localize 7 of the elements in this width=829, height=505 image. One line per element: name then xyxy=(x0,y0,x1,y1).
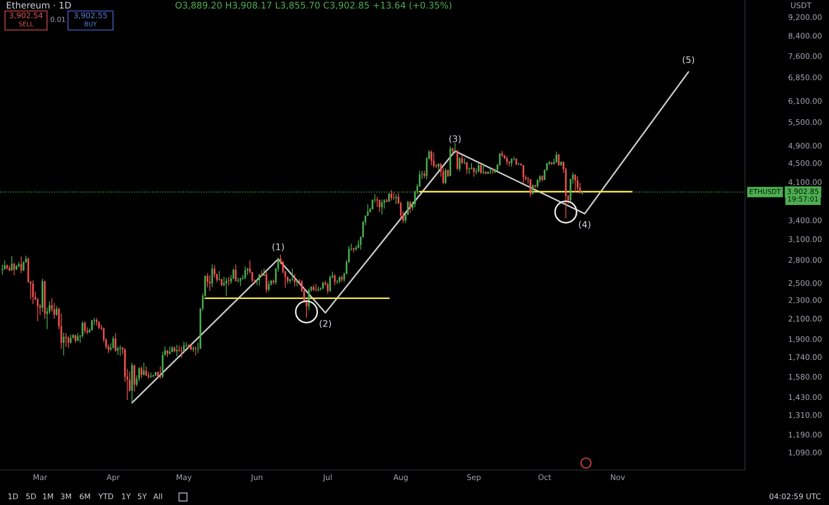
chart-title: Ethereum · 1D xyxy=(6,2,71,9)
annotation: (3) xyxy=(449,135,461,144)
annotation: (2) xyxy=(320,320,331,328)
annotation: (5) xyxy=(682,56,694,64)
chart-subtitle: O3,889.20 H3,908.17 L3,855.70 C3,902.85 +13.64 (+0.35%) xyxy=(176,2,452,10)
annotation: (4) xyxy=(579,220,590,229)
annotation: (1) xyxy=(272,243,284,252)
